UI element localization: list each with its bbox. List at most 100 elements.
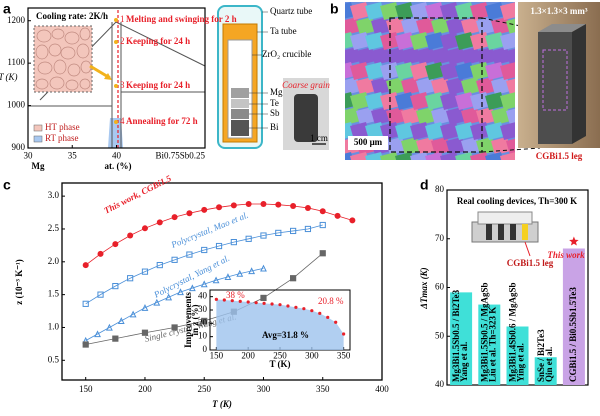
leg-top [538,24,586,32]
axis-label: T (K) [0,72,18,82]
grain [500,62,515,80]
grain [401,107,421,125]
grain [485,92,505,110]
bar-label: Mg3Bi1.4Sb0.6 / MgAgSb [508,282,518,382]
panel-letter: d [420,177,429,193]
grain [416,137,436,155]
point [171,256,178,263]
y-tick-label: 1200 [7,15,26,25]
point [254,301,258,305]
grain [461,137,481,155]
grain [455,32,475,50]
grain [500,2,515,20]
y-tick-label: 50 [435,330,445,340]
grain [356,17,376,35]
point [278,303,282,307]
bar [478,304,501,385]
grain [506,48,515,65]
point [214,297,218,301]
x-tick-label: 30 [24,150,34,160]
point [153,298,161,306]
grain [440,2,460,20]
point [94,330,101,338]
point [222,298,226,302]
grain [371,47,391,65]
point [171,214,178,221]
grain [386,77,406,95]
grain [395,92,415,110]
y-tick-label: 0.5 [48,354,60,364]
x-tick-label: 300 [305,350,319,360]
te-layer [231,99,249,108]
annotation: 20.8 % [318,296,344,306]
point [290,202,297,209]
grain [401,47,421,65]
grain [371,107,391,125]
point [302,307,306,311]
grain [395,152,414,160]
point [105,323,113,331]
grain [425,62,445,80]
grain [446,47,466,65]
grain [440,122,460,140]
grain [365,32,385,50]
photo-label: Coarse grain [282,80,330,90]
grain [455,122,475,140]
point [200,280,208,288]
step-dot [114,84,118,88]
point [326,315,330,319]
bar [450,292,473,385]
grain [461,107,481,125]
point [127,232,134,239]
point [342,332,346,336]
y-tick-label: 20 [198,317,208,327]
step-number: 3 [120,80,125,90]
point [112,335,119,342]
y-tick-label: 60 [435,282,445,292]
grain [500,152,515,160]
axis-label: Improvements [183,292,193,348]
step-dot [114,18,118,22]
grain [350,2,370,20]
selection [389,17,483,153]
grain [416,47,436,65]
grain [455,152,474,160]
part-label: ZrO₂ crucible [262,49,311,59]
point [141,329,149,336]
grain [470,2,490,20]
x-tick-label: 200 [241,350,255,360]
y-tick-label: 10 [198,331,208,341]
grain [446,17,466,35]
sb-layer [231,109,249,119]
point [215,242,223,250]
bar-label: Qin et al. [544,347,554,382]
grain [425,152,444,160]
point [141,304,149,311]
point [216,204,223,211]
grain [380,62,400,80]
grain [506,18,515,35]
axis-label: ΔTmax (K) [419,267,429,309]
panel-letter: c [3,177,11,193]
part-label: Bi [270,122,279,132]
bar [506,326,529,385]
point [177,288,184,296]
point [319,221,326,229]
leg-label: CGBi1.5 leg [536,151,583,161]
scale-label: 500 μm [354,137,383,147]
point [186,251,193,258]
axis-label: at. (%) [105,161,132,171]
grain [401,17,421,35]
grain [416,77,436,95]
point [224,273,232,281]
scale-label: 1 cm [310,133,328,143]
bar-label: Yang et al. [459,342,469,382]
point [290,275,297,282]
panel-letter: b [330,1,339,17]
x-tick-label: 350 [316,384,330,394]
grain [440,62,460,80]
grain [446,107,466,125]
series-label: This work, CGBi1.5 [102,173,173,216]
grain [395,32,415,50]
device-leg [486,224,492,240]
